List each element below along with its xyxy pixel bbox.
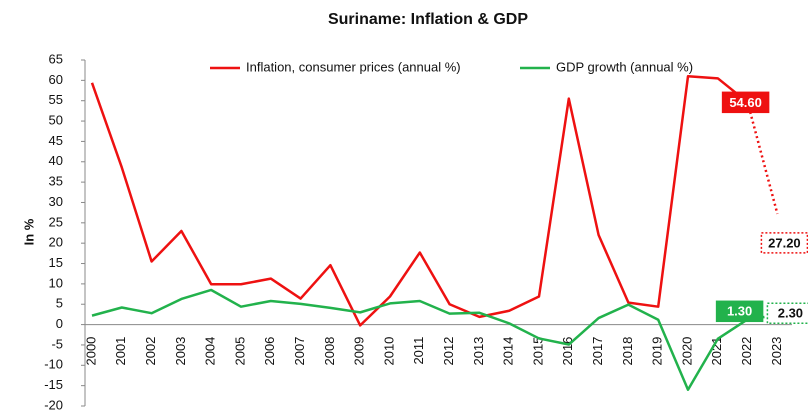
y-tick-label: 30 [49, 194, 63, 209]
y-tick-label: 40 [49, 153, 63, 168]
value-label-box [766, 302, 808, 324]
x-tick-label: 2005 [232, 337, 247, 366]
y-tick-label: 65 [49, 51, 63, 66]
x-tick-label: 2021 [709, 337, 724, 366]
value-label-box [715, 300, 764, 323]
value-label: 27.20 [768, 235, 801, 250]
x-tick-label: 2022 [739, 337, 754, 366]
x-tick-label: 2013 [471, 337, 486, 366]
y-tick-label: -5 [51, 336, 63, 351]
x-tick-label: 2004 [203, 337, 218, 366]
x-tick-label: 2010 [381, 337, 396, 366]
x-tick-label: 2008 [322, 337, 337, 366]
y-tick-label: 35 [49, 174, 63, 189]
x-tick-label: 2011 [411, 337, 426, 365]
x-tick-label: 2018 [620, 337, 635, 366]
x-tick-label: 2019 [650, 337, 665, 366]
x-tick-label: 2023 [769, 337, 784, 366]
series-line [90, 75, 749, 327]
y-tick-label: 0 [56, 316, 63, 331]
y-tick-label: 5 [56, 296, 63, 311]
legend-label: Inflation, consumer prices (annual %) [246, 59, 461, 74]
y-tick-label: 45 [49, 133, 63, 148]
chart-title: Suriname: Inflation & GDP [328, 11, 528, 28]
y-tick-label: -10 [44, 357, 63, 372]
value-label: 54.60 [729, 95, 762, 110]
y-tick-label: 20 [49, 235, 63, 250]
value-label: 2.30 [778, 306, 803, 321]
x-tick-label: 2012 [441, 337, 456, 366]
series-line [91, 288, 749, 391]
projection-line [746, 102, 779, 215]
y-tick-label: 55 [49, 92, 63, 107]
y-axis-label: In % [21, 218, 36, 245]
x-tick-label: 2003 [173, 337, 188, 366]
value-label-box [721, 91, 770, 114]
x-tick-label: 2001 [113, 337, 128, 366]
value-label-box [760, 232, 808, 254]
x-tick-label: 2002 [143, 337, 158, 366]
y-tick-label: 50 [49, 112, 63, 127]
y-tick-label: 25 [49, 214, 63, 229]
x-tick-label: 2015 [530, 337, 545, 366]
y-tick-label: -15 [44, 377, 63, 392]
y-tick-label: -20 [44, 397, 63, 412]
x-tick-label: 2000 [83, 337, 98, 366]
x-tick-label: 2007 [292, 337, 307, 366]
y-tick-label: 60 [49, 72, 63, 87]
x-tick-label: 2006 [262, 337, 277, 366]
y-tick-label: 15 [49, 255, 63, 270]
x-tick-label: 2014 [501, 337, 516, 366]
legend-label: GDP growth (annual %) [556, 59, 693, 74]
y-tick-label: 10 [49, 275, 63, 290]
value-label: 1.30 [727, 304, 752, 319]
x-tick-label: 2017 [590, 337, 605, 366]
x-tick-label: 2009 [352, 337, 367, 366]
x-tick-label: 2020 [679, 337, 694, 366]
